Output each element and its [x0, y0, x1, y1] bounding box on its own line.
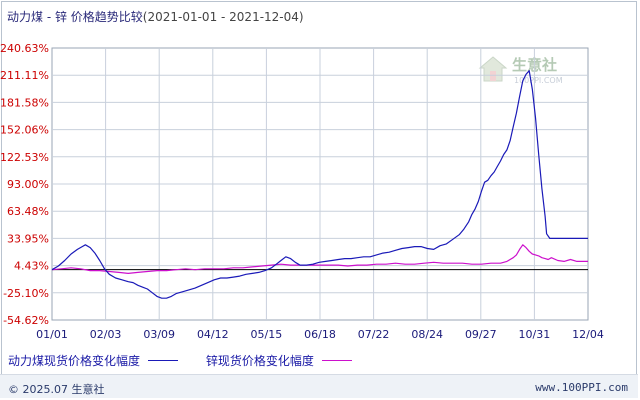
y-tick-label: 181.58% — [0, 96, 49, 109]
y-tick-label: 211.11% — [0, 69, 49, 82]
y-tick-label: 63.48% — [7, 205, 49, 218]
x-tick-label: 06/18 — [304, 328, 336, 341]
chart-legend: 动力煤现货价格变化幅度 锌现货价格变化幅度 — [8, 352, 376, 369]
series-line-zinc — [51, 244, 588, 274]
y-tick-label: -54.62% — [3, 314, 49, 327]
y-tick-label: 240.63% — [0, 42, 49, 55]
footer-bar: © 2025.07 生意社 www.100PPI.com — [0, 374, 638, 398]
y-tick-label: -25.10% — [3, 287, 49, 300]
x-tick-label: 12/04 — [572, 328, 604, 341]
x-tick-label: 10/31 — [519, 328, 551, 341]
y-tick-label: 152.06% — [0, 124, 49, 137]
y-tick-label: 4.43% — [14, 260, 49, 273]
chart-title-text: 动力煤 - 锌 价格趋势比较 — [7, 10, 143, 24]
x-tick-label: 05/15 — [251, 328, 283, 341]
legend-label-coal: 动力煤现货价格变化幅度 — [8, 354, 141, 368]
y-tick-label: 93.00% — [7, 178, 49, 191]
x-tick-label: 07/22 — [358, 328, 390, 341]
legend-item-zinc: 锌现货价格变化幅度 — [206, 352, 352, 369]
chart-title: 动力煤 - 锌 价格趋势比较(2021-01-01 - 2021-12-04) — [7, 8, 304, 25]
y-tick-label: 33.95% — [7, 232, 49, 245]
x-tick-label: 04/12 — [197, 328, 229, 341]
x-tick-label: 03/09 — [143, 328, 175, 341]
watermark-url: 100PPI.COM — [514, 76, 563, 85]
legend-item-coal: 动力煤现货价格变化幅度 — [8, 352, 179, 369]
y-tick-label: 122.53% — [0, 151, 49, 164]
legend-label-zinc: 锌现货价格变化幅度 — [205, 354, 314, 368]
footer-site-link[interactable]: www.100PPI.com — [535, 381, 628, 394]
x-tick-label: 09/27 — [465, 328, 497, 341]
chart-date-range: (2021-01-01 - 2021-12-04) — [142, 10, 304, 24]
legend-swatch-zinc — [321, 360, 352, 361]
x-tick-label: 08/24 — [411, 328, 443, 341]
x-tick-label: 01/01 — [36, 328, 68, 341]
footer-copyright: © 2025.07 生意社 — [8, 383, 105, 396]
series-line-coal — [51, 70, 588, 299]
x-tick-label: 02/03 — [90, 328, 122, 341]
legend-swatch-coal — [148, 360, 179, 361]
